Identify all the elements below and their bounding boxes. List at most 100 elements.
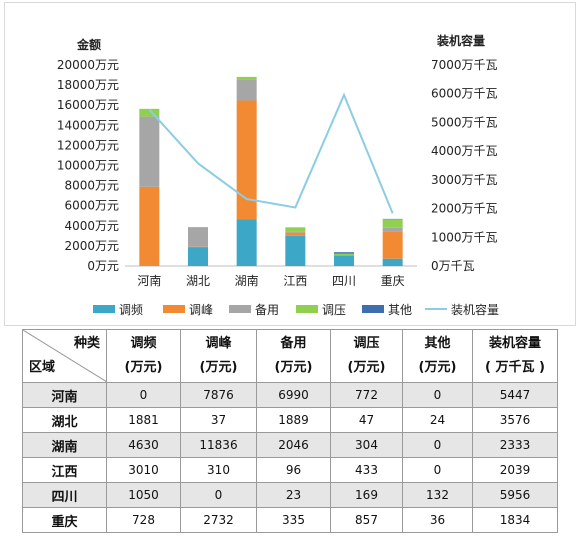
- table-cell: 728: [106, 507, 181, 533]
- x-tick-label: 湖北: [186, 273, 210, 288]
- right-tick-label: 1000万千瓦: [431, 230, 498, 244]
- table-cell: 1889: [256, 407, 331, 433]
- table-cell: 772: [330, 382, 403, 408]
- left-axis-title: 金额: [76, 37, 101, 52]
- table-cell: 24: [402, 407, 473, 433]
- table-cell: 169: [330, 482, 403, 508]
- row-region-name: 湖南: [22, 432, 107, 458]
- right-axis-title: 装机容量: [436, 33, 485, 48]
- right-tick-label: 4000万千瓦: [431, 144, 498, 158]
- table-cell: 96: [256, 457, 331, 483]
- legend-label: 调压: [322, 303, 346, 317]
- table-cell: 5956: [472, 482, 558, 508]
- table-cell: 0: [402, 432, 473, 458]
- bar-segment: [236, 79, 257, 101]
- column-header: 调压 (万元): [330, 329, 403, 383]
- table-cell: 335: [256, 507, 331, 533]
- bar-segment: [139, 108, 160, 117]
- x-tick-label: 四川: [332, 274, 356, 288]
- table-corner-cell: 种类 区域: [22, 329, 107, 383]
- bar-segment: [382, 258, 403, 266]
- left-tick-label: 20000万元: [57, 58, 119, 72]
- table-cell: 3576: [472, 407, 558, 433]
- legend-label: 调频: [119, 303, 143, 317]
- table-cell: 0: [180, 482, 257, 508]
- table-cell: 2046: [256, 432, 331, 458]
- x-tick-label: 河南: [137, 273, 161, 288]
- left-tick-label: 14000万元: [57, 118, 119, 132]
- column-header-name: 调压: [353, 336, 380, 351]
- bar-segment: [382, 231, 403, 259]
- column-header: 调峰 (万元): [180, 329, 257, 383]
- bar-segment: [285, 232, 306, 236]
- row-region-name: 湖北: [22, 407, 107, 433]
- table-row: 湖北 1881 37 1889 47 24 3576: [22, 407, 558, 433]
- table-cell: 6990: [256, 382, 331, 408]
- left-tick-label: 18000万元: [57, 78, 119, 92]
- table-cell: 3010: [106, 457, 181, 483]
- legend-label: 装机容量: [451, 302, 499, 317]
- column-header-name: 其他: [424, 336, 451, 351]
- table-cell: 0: [402, 457, 473, 483]
- column-header-name: 调频: [130, 336, 157, 351]
- right-tick-label: 3000万千瓦: [431, 173, 498, 187]
- bar-segment: [236, 76, 257, 80]
- table-cell: 23: [256, 482, 331, 508]
- legend-swatch: [229, 305, 251, 313]
- row-region-name: 江西: [22, 457, 107, 483]
- table-cell: 37: [180, 407, 257, 433]
- column-header: 其他 (万元): [402, 329, 473, 383]
- table-cell: 433: [330, 457, 403, 483]
- bar-segment: [139, 116, 160, 187]
- legend-swatch: [163, 305, 185, 313]
- table-cell: 36: [402, 507, 473, 533]
- x-tick-label: 湖南: [235, 273, 259, 288]
- table-cell: 1050: [106, 482, 181, 508]
- right-tick-label: 2000万千瓦: [431, 202, 498, 216]
- table-cell: 2333: [472, 432, 558, 458]
- legend-swatch: [362, 305, 384, 313]
- table-row: 湖南 4630 11836 2046 304 0 2333: [22, 432, 558, 458]
- column-header-unit: (万元): [199, 360, 238, 375]
- bar-segment: [236, 219, 257, 266]
- table-cell: 11836: [180, 432, 257, 458]
- table-cell: 304: [330, 432, 403, 458]
- table-cell: 7876: [180, 382, 257, 408]
- bar-segment: [382, 219, 403, 228]
- legend-label: 其他: [388, 303, 412, 317]
- left-tick-label: 6000万元: [64, 199, 119, 213]
- bar-segment: [285, 231, 306, 233]
- table-cell: 2732: [180, 507, 257, 533]
- bar-segment: [139, 186, 160, 266]
- right-tick-label: 0万千瓦: [431, 259, 475, 273]
- table-cell: 857: [330, 507, 403, 533]
- table-cell: 2039: [472, 457, 558, 483]
- data-table-panel: 种类 区域 调频 (万元) 调峰 (万元) 备用 (万元) 调压 (万元) 其他 (万元) 装机容量 ( …: [22, 329, 558, 533]
- bar-segment: [285, 227, 306, 232]
- legend-swatch: [296, 305, 318, 313]
- column-header-unit: ( 万千瓦 ): [485, 360, 545, 375]
- stacked-bar-line-chart: 金额 装机容量0万元2000万元4000万元6000万元8000万元10000万元…: [57, 33, 499, 317]
- table-cell: 47: [330, 407, 403, 433]
- x-tick-label: 重庆: [381, 274, 405, 288]
- table-cell: 1881: [106, 407, 181, 433]
- table-row: 重庆 728 2732 335 857 36 1834: [22, 507, 558, 533]
- bar-segment: [236, 100, 257, 220]
- left-tick-label: 12000万元: [57, 138, 119, 152]
- left-tick-label: 8000万元: [64, 179, 119, 193]
- column-header-name: 装机容量: [488, 336, 541, 351]
- left-tick-label: 4000万元: [64, 219, 119, 233]
- corner-top-label: 种类: [73, 336, 100, 351]
- column-header-unit: (万元): [274, 360, 313, 375]
- bar-segment: [285, 235, 306, 266]
- left-tick-label: 16000万元: [57, 98, 119, 112]
- x-tick-label: 江西: [283, 274, 307, 288]
- column-header-name: 备用: [280, 336, 307, 351]
- table-row: 四川 1050 0 23 169 132 5956: [22, 482, 558, 508]
- table-row: 河南 0 7876 6990 772 0 5447: [22, 382, 558, 408]
- table-cell: 1834: [472, 507, 558, 533]
- legend-swatch: [93, 305, 115, 313]
- column-header: 备用 (万元): [256, 329, 331, 383]
- column-header-name: 调峰: [205, 336, 232, 351]
- column-header-unit: (万元): [347, 360, 386, 375]
